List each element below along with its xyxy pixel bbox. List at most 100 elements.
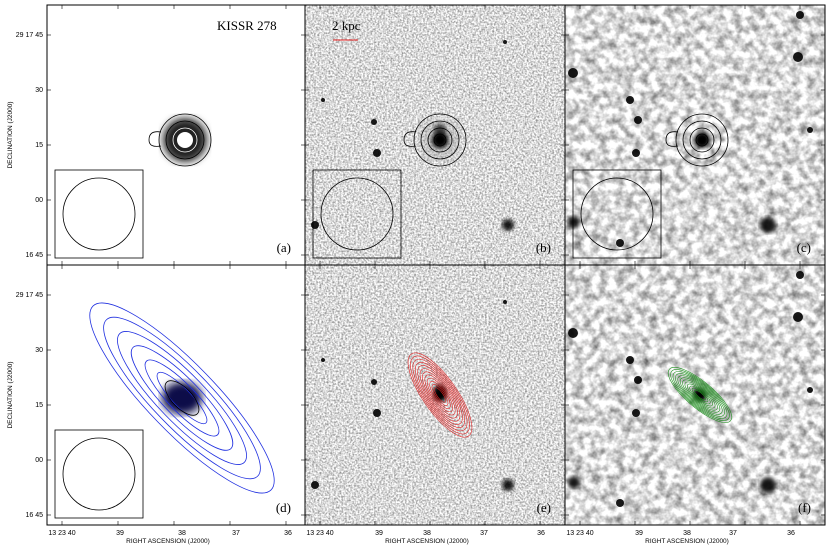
x-tick-label: 39 xyxy=(635,530,643,537)
star xyxy=(373,409,381,417)
star xyxy=(616,239,624,247)
star xyxy=(760,217,776,233)
panel-label: (e) xyxy=(537,500,551,515)
x-tick-label: 38 xyxy=(178,530,186,537)
x-tick-label: 39 xyxy=(375,530,383,537)
x-axis-label: RIGHT ASCENSION (J2000) xyxy=(126,538,210,545)
contour xyxy=(422,371,458,419)
contour xyxy=(89,302,275,494)
scale-bar-label: 2 kpc xyxy=(332,18,361,33)
contour xyxy=(417,365,463,425)
contour xyxy=(434,387,446,403)
contour xyxy=(130,345,234,451)
noise xyxy=(565,5,825,265)
star xyxy=(796,11,804,19)
frame xyxy=(564,264,826,526)
y-tick-label: 15 xyxy=(35,142,43,149)
contour xyxy=(410,355,470,435)
x-axis-label: RIGHT ASCENSION (J2000) xyxy=(385,538,469,545)
star xyxy=(321,98,325,102)
star xyxy=(793,52,803,62)
star xyxy=(321,358,325,362)
star xyxy=(626,356,634,364)
contour xyxy=(689,385,711,405)
panel xyxy=(305,265,565,525)
star xyxy=(568,68,578,78)
x-tick-label: 13 23 40 xyxy=(566,530,593,537)
panel-label: (a) xyxy=(277,240,291,255)
contour-tail xyxy=(665,131,679,147)
star xyxy=(311,481,319,489)
panel-label: (f) xyxy=(798,500,811,515)
contour-tail xyxy=(148,131,162,147)
star xyxy=(616,499,624,507)
star xyxy=(503,300,507,304)
y-tick-label: 29 17 45 xyxy=(16,292,43,299)
contour xyxy=(412,358,468,432)
contour xyxy=(407,352,473,438)
star xyxy=(632,409,640,417)
beam xyxy=(580,177,654,251)
x-tick-label: 36 xyxy=(537,530,545,537)
y-tick-label: 16 45 xyxy=(25,512,43,519)
y-tick-label: 30 xyxy=(35,347,43,354)
contour xyxy=(691,387,709,403)
contour xyxy=(433,133,447,147)
panel xyxy=(565,265,825,525)
star xyxy=(371,119,377,125)
contour xyxy=(172,127,198,153)
contour xyxy=(677,375,723,415)
panel xyxy=(47,5,305,265)
y-tick-label: 30 xyxy=(35,87,43,94)
beam xyxy=(62,177,136,251)
star xyxy=(793,312,803,322)
y-tick-label: 00 xyxy=(35,197,43,204)
beam xyxy=(62,437,136,511)
contour xyxy=(103,316,261,480)
y-tick-label: 15 xyxy=(35,402,43,409)
star xyxy=(568,328,578,338)
y-tick-label: 16 45 xyxy=(25,252,43,259)
star xyxy=(626,96,634,104)
contour xyxy=(695,133,709,147)
star xyxy=(568,216,580,228)
beam xyxy=(320,177,394,251)
x-axis-label: RIGHT ASCENSION (J2000) xyxy=(645,538,729,545)
contour xyxy=(686,383,714,407)
x-tick-label: 37 xyxy=(480,530,488,537)
contour xyxy=(675,373,725,417)
contour xyxy=(158,113,212,167)
x-tick-label: 36 xyxy=(284,530,292,537)
beam-box xyxy=(54,169,144,259)
contour xyxy=(144,359,220,437)
contour xyxy=(117,331,247,465)
x-tick-label: 37 xyxy=(232,530,240,537)
x-tick-label: 38 xyxy=(423,530,431,537)
star xyxy=(503,40,507,44)
panel xyxy=(565,5,825,265)
y-tick-label: 00 xyxy=(35,457,43,464)
y-axis-label: DECLINATION (J2000) xyxy=(7,101,14,168)
beam-box xyxy=(54,429,144,519)
panel-label: (b) xyxy=(536,240,551,255)
contour xyxy=(682,379,718,411)
panel xyxy=(47,265,305,525)
star xyxy=(502,479,514,491)
contour xyxy=(413,113,467,167)
contour xyxy=(178,133,192,147)
panel-label: (d) xyxy=(276,500,291,515)
contour xyxy=(164,380,200,416)
contour xyxy=(670,369,730,421)
title: KISSR 278 xyxy=(217,18,277,33)
star xyxy=(634,116,642,124)
source xyxy=(162,382,202,414)
y-tick-label: 29 17 45 xyxy=(16,32,43,39)
star xyxy=(760,477,776,493)
contour xyxy=(667,367,733,423)
x-tick-label: 39 xyxy=(116,530,124,537)
x-tick-label: 13 23 40 xyxy=(48,530,75,537)
contour xyxy=(426,377,454,413)
contour xyxy=(429,381,451,409)
contour xyxy=(694,389,706,401)
